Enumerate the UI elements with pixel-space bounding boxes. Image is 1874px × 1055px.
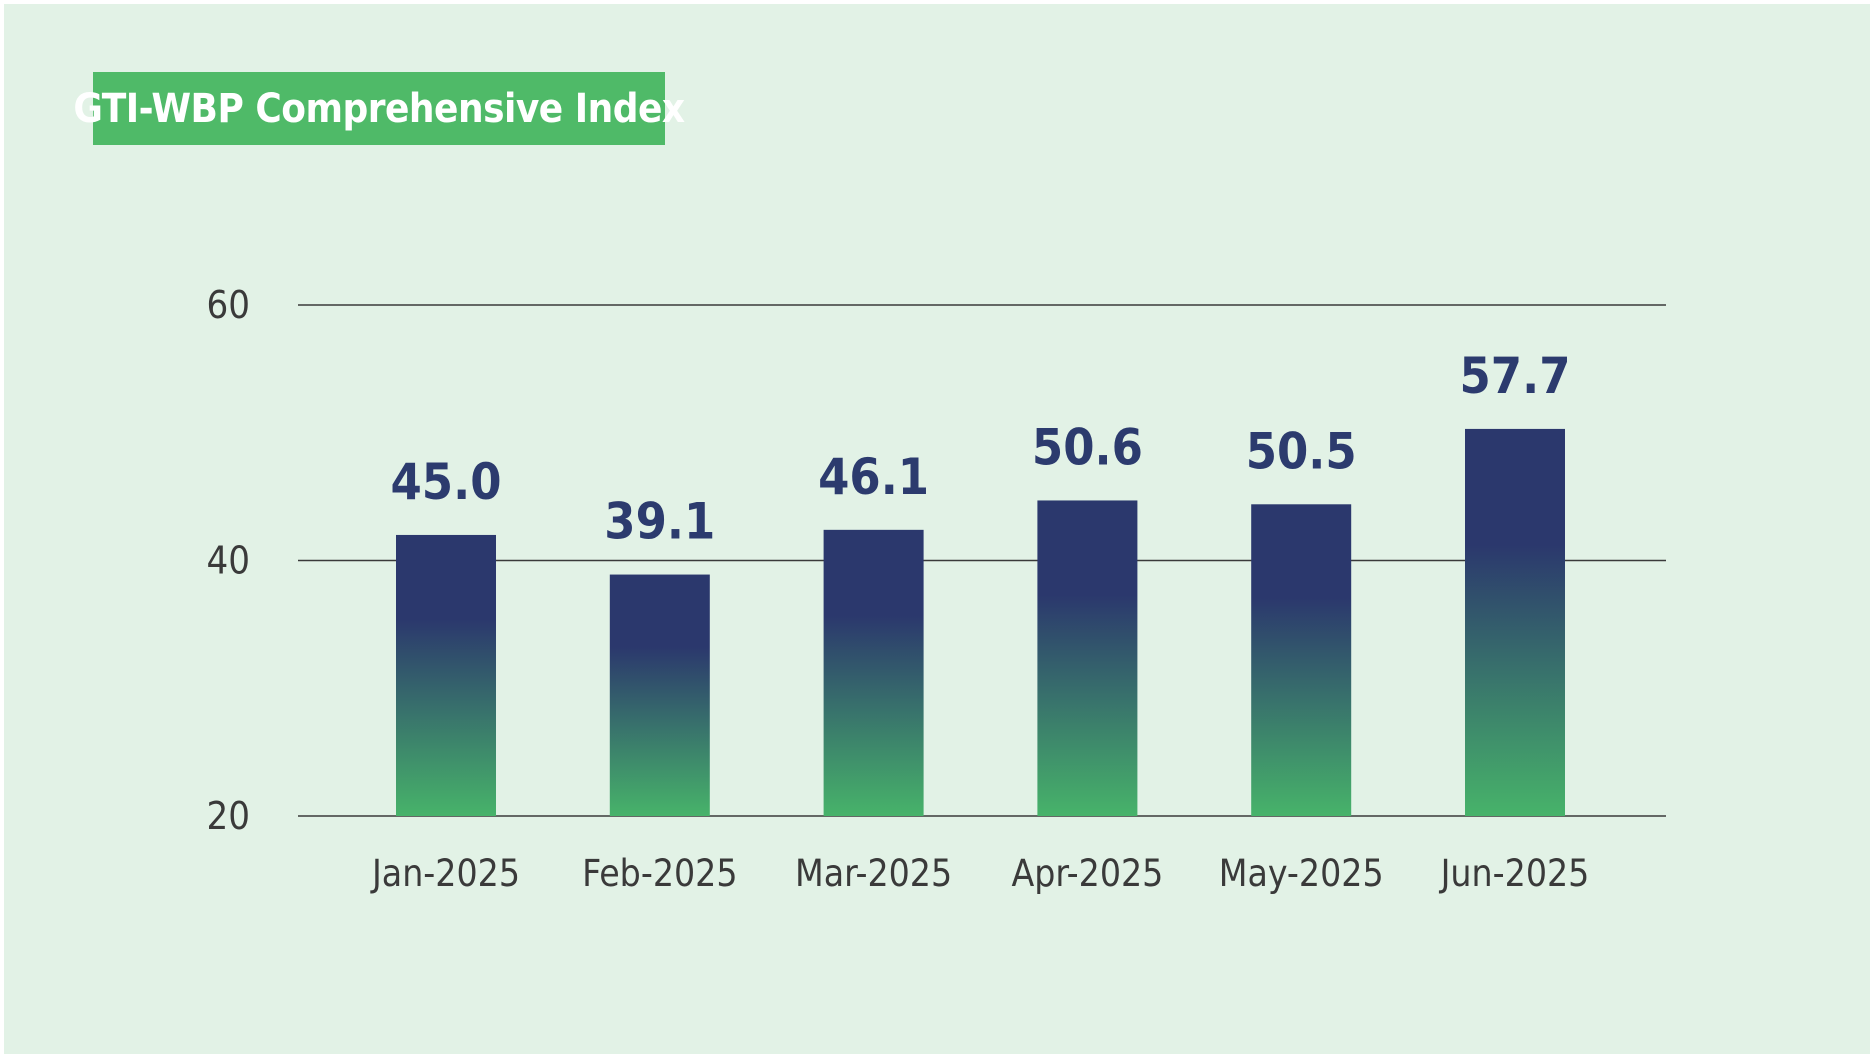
- category-label-jan-2025: Jan-2025: [370, 852, 520, 895]
- value-label-jun-2025: 57.7: [1460, 347, 1571, 405]
- category-label-may-2025: May-2025: [1219, 852, 1384, 895]
- value-labels: 45.0 39.1 46.1 50.6 50.5 57.7: [391, 347, 1571, 551]
- bar-feb-2025: [609, 574, 710, 816]
- value-label-feb-2025: 39.1: [604, 493, 715, 551]
- value-label-apr-2025: 50.6: [1032, 418, 1143, 476]
- category-label-feb-2025: Feb-2025: [582, 852, 737, 895]
- bars: [396, 428, 1565, 816]
- y-tick-label: 60: [207, 283, 251, 327]
- value-label-mar-2025: 46.1: [818, 448, 929, 506]
- bar-jun-2025: [1465, 428, 1565, 816]
- bar-may-2025: [1251, 504, 1352, 816]
- y-tick-label: 20: [207, 794, 251, 838]
- category-label-apr-2025: Apr-2025: [1011, 852, 1163, 895]
- value-label-may-2025: 50.5: [1246, 422, 1357, 480]
- value-label-jan-2025: 45.0: [391, 453, 502, 511]
- chart-title-badge: GTI-WBP Comprehensive Index: [73, 72, 685, 145]
- bar-mar-2025: [823, 529, 924, 816]
- bar-apr-2025: [1037, 500, 1138, 816]
- gridlines: [298, 304, 1666, 817]
- x-axis-category-labels: Jan-2025 Feb-2025 Mar-2025 Apr-2025 May-2025…: [370, 852, 1589, 895]
- chart-title: GTI-WBP Comprehensive Index: [73, 85, 685, 132]
- bar-jan-2025: [396, 534, 496, 816]
- y-axis-tick-labels: 20 40 60: [207, 283, 251, 838]
- category-label-jun-2025: Jun-2025: [1439, 852, 1590, 895]
- category-label-mar-2025: Mar-2025: [795, 852, 952, 895]
- y-tick-label: 40: [207, 539, 251, 583]
